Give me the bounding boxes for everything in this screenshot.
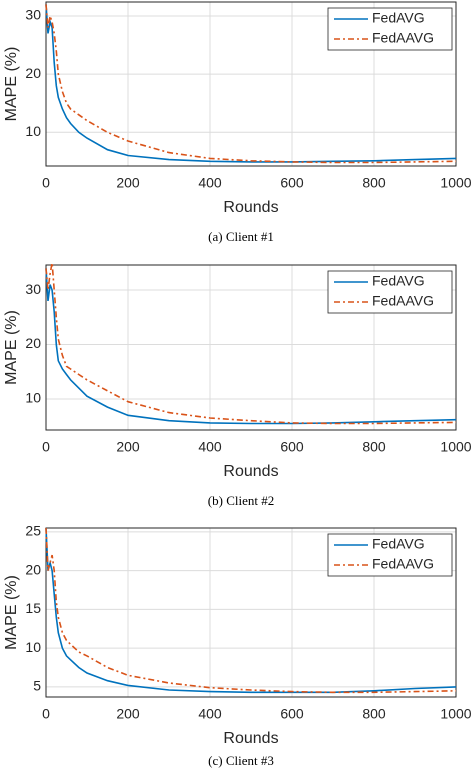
caption: (b) Client #2: [208, 493, 274, 508]
caption: (c) Client #3: [208, 753, 274, 768]
axes-box: [45, 264, 457, 431]
x-axis-label: Rounds: [223, 199, 278, 216]
x-tick-label: 400: [198, 175, 222, 191]
x-axis-label: Rounds: [223, 463, 278, 480]
x-tick-label: 800: [362, 175, 386, 191]
axes-box: [45, 527, 457, 698]
legend-label: FedAAVG: [372, 293, 434, 309]
x-tick-label: 0: [42, 439, 50, 455]
x-tick-label: 200: [116, 706, 140, 722]
y-axis-label: MAPE (%): [3, 575, 20, 650]
y-axis-label: MAPE (%): [3, 47, 20, 122]
y-tick-label: 10: [25, 639, 41, 655]
series-line: [45, 262, 457, 425]
series-line: [45, 4, 457, 164]
legend-box: [327, 533, 453, 577]
x-tick-label: 400: [198, 706, 222, 722]
legend-label: FedAVG: [372, 10, 425, 26]
series-line: [45, 527, 457, 694]
x-tick-label: 0: [42, 706, 50, 722]
x-tick-label: 200: [116, 439, 140, 455]
x-tick-label: 800: [362, 439, 386, 455]
y-tick-label: 30: [25, 7, 41, 23]
x-tick-label: 600: [280, 706, 304, 722]
x-axis-label: Rounds: [223, 730, 278, 747]
x-tick-label: 1000: [440, 439, 471, 455]
y-tick-label: 5: [33, 678, 41, 694]
y-axis-label: MAPE (%): [3, 310, 20, 385]
x-tick-label: 800: [362, 706, 386, 722]
x-tick-label: 1000: [440, 706, 471, 722]
y-tick-label: 10: [25, 390, 41, 406]
x-tick-label: 200: [116, 175, 140, 191]
caption: (a) Client #1: [208, 229, 274, 244]
legend-box: [327, 270, 453, 314]
y-tick-label: 20: [25, 335, 41, 351]
y-tick-label: 20: [25, 561, 41, 577]
x-tick-label: 600: [280, 175, 304, 191]
x-tick-label: 0: [42, 175, 50, 191]
legend-box: [327, 7, 453, 51]
legend-label: FedAVG: [372, 536, 425, 552]
y-tick-label: 30: [25, 281, 41, 297]
legend-label: FedAAVG: [372, 556, 434, 572]
x-tick-label: 400: [198, 439, 222, 455]
legend-label: FedAAVG: [372, 30, 434, 46]
y-tick-label: 20: [25, 65, 41, 81]
x-tick-label: 600: [280, 439, 304, 455]
legend-label: FedAVG: [372, 273, 425, 289]
y-tick-label: 25: [25, 523, 41, 539]
y-tick-label: 15: [25, 600, 41, 616]
y-tick-label: 10: [25, 123, 41, 139]
x-tick-label: 1000: [440, 175, 471, 191]
axes-box: [45, 1, 457, 167]
